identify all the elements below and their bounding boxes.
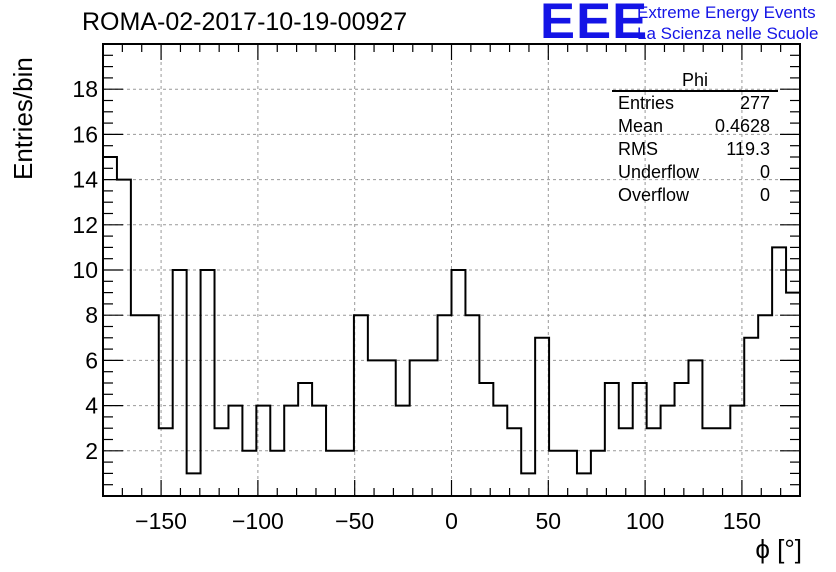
histogram-bin — [605, 383, 619, 496]
histogram-bin — [103, 157, 117, 496]
histogram-bin — [410, 360, 424, 496]
y-tick-label: 4 — [85, 393, 98, 419]
y-tick-label: 14 — [72, 167, 98, 193]
histogram-bin — [744, 338, 758, 496]
y-tick-label: 10 — [72, 257, 98, 283]
histogram-bin — [716, 428, 730, 496]
histogram-bin — [772, 247, 786, 496]
stats-label: Mean — [618, 116, 664, 136]
histogram-bin — [521, 473, 535, 496]
x-axis-label: ϕ [°] — [755, 534, 802, 564]
histogram-bin — [159, 428, 173, 496]
histogram-bin — [298, 383, 312, 496]
histogram-line — [103, 156, 801, 496]
histogram-bin — [242, 451, 256, 496]
histogram-bin — [675, 383, 689, 496]
histogram-bin — [507, 428, 521, 496]
histogram-bin — [661, 406, 675, 496]
histogram-bin — [563, 451, 577, 496]
x-tick-label: −100 — [232, 508, 284, 534]
x-tick-label: −50 — [335, 508, 374, 534]
histogram-bin — [382, 360, 396, 496]
histogram-bin — [535, 338, 549, 496]
histogram-bin — [688, 360, 702, 496]
stats-label: Underflow — [618, 162, 700, 182]
histogram-bin — [647, 428, 661, 496]
stats-value: 0.4628 — [714, 116, 770, 136]
histogram-bin — [786, 293, 800, 496]
run-title: ROMA-02-2017-10-19-00927 — [82, 8, 408, 36]
histogram-bin — [228, 406, 242, 496]
stats-value: 119.3 — [726, 139, 770, 159]
x-tick-label: 0 — [445, 508, 458, 534]
histogram-bin — [577, 473, 591, 496]
stats-title: Phi — [612, 70, 778, 92]
logo-subtitle-1: Extreme Energy Events — [637, 3, 816, 22]
stats-row-overflow: Overflow 0 — [612, 184, 778, 207]
histogram-bin — [340, 451, 354, 496]
histogram-bin — [270, 451, 284, 496]
histogram-bin — [284, 406, 298, 496]
histogram-bin — [145, 315, 159, 496]
logo-subtitle-2: La Scienza nelle Scuole — [637, 24, 819, 43]
histogram-bin — [187, 473, 201, 496]
y-tick-label: 8 — [85, 302, 98, 328]
y-tick-label: 6 — [85, 347, 98, 373]
histogram-bin — [215, 428, 229, 496]
stats-value: 0 — [759, 162, 770, 182]
histogram-bin — [256, 406, 270, 496]
histogram-bin — [354, 315, 368, 496]
x-tick-label: 50 — [536, 508, 562, 534]
stats-value: 0 — [759, 185, 770, 205]
histogram-bin — [396, 406, 410, 496]
x-tick-label: 150 — [723, 508, 761, 534]
histogram-bin — [326, 451, 340, 496]
histogram-bin — [424, 360, 438, 496]
histogram-bin — [702, 428, 716, 496]
stats-value: 277 — [739, 93, 770, 113]
histogram-bin — [465, 315, 479, 496]
stats-row-rms: RMS 119.3 — [612, 138, 778, 161]
x-tick-label: 100 — [626, 508, 664, 534]
histogram-bin — [591, 451, 605, 496]
stats-label: Entries — [618, 93, 675, 113]
tick-labels: −150 −100 −50 0 50 100 150 2 4 6 8 10 12 14 16 18 — [72, 76, 761, 534]
histogram-bin — [173, 270, 187, 496]
histogram-bin — [201, 270, 215, 496]
histogram-bin — [312, 406, 326, 496]
stats-box: Phi Entries 277 Mean 0.4628 RMS 119.3 Un… — [612, 70, 778, 207]
histogram-bin — [117, 180, 131, 496]
y-tick-label: 16 — [72, 121, 98, 147]
histogram-bin — [619, 428, 633, 496]
histogram-bin — [493, 406, 507, 496]
histogram-bin — [131, 315, 145, 496]
stats-row-entries: Entries 277 — [612, 92, 778, 115]
stats-label: RMS — [618, 139, 658, 159]
y-tick-label: 2 — [85, 438, 98, 464]
histogram-bin — [438, 315, 452, 496]
stats-row-mean: Mean 0.4628 — [612, 115, 778, 138]
stats-label: Overflow — [618, 185, 690, 205]
histogram-bin — [479, 383, 493, 496]
y-axis-label: Entries/bin — [8, 57, 38, 180]
histogram-bin — [549, 451, 563, 496]
stats-row-underflow: Underflow 0 — [612, 161, 778, 184]
histogram-bin — [633, 383, 647, 496]
y-tick-label: 18 — [72, 76, 98, 102]
histogram-bin — [368, 360, 382, 496]
histogram-bin — [758, 315, 772, 496]
eee-logo: EEE — [540, 0, 649, 49]
y-tick-label: 12 — [72, 212, 98, 238]
x-tick-label: −150 — [135, 508, 187, 534]
histogram-bin — [730, 406, 744, 496]
histogram-bin — [452, 270, 466, 496]
